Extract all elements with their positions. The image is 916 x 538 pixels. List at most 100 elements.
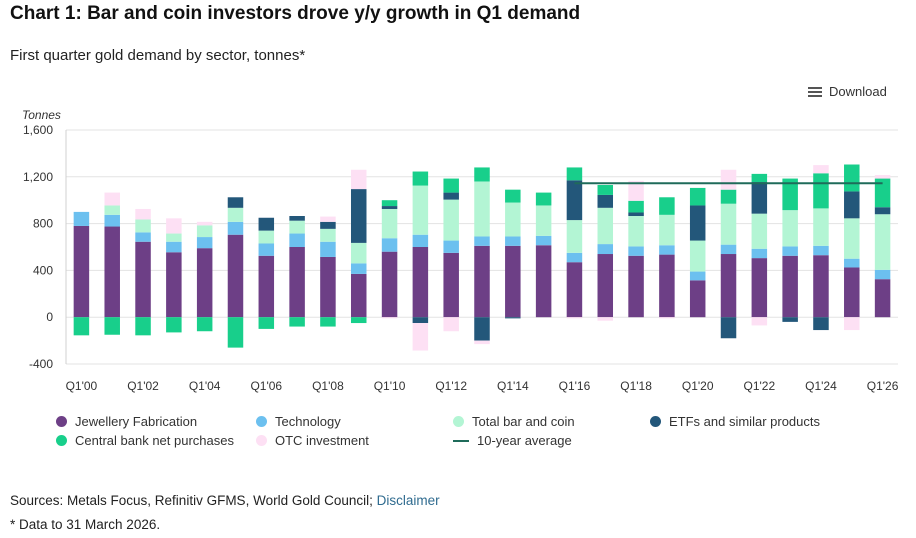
bar-segment-otc xyxy=(196,221,213,226)
legend-item-central_bank[interactable]: Central bank net purchases xyxy=(56,433,234,448)
bar-segment-bar_coin xyxy=(782,210,798,247)
legend-item-bar_coin[interactable]: Total bar and coin xyxy=(453,414,575,429)
bar-segment-bar_coin xyxy=(412,185,429,235)
bar-segment-technology xyxy=(751,248,768,259)
bar-segment-central_bank xyxy=(844,164,860,192)
bar-segment-bar_coin xyxy=(659,214,675,246)
bar-segment-technology xyxy=(73,211,90,226)
bar-segment-central_bank xyxy=(350,317,367,324)
y-tick-label: 400 xyxy=(33,263,53,277)
x-tick-label: Q1'06 xyxy=(250,379,282,393)
legend-item-etf[interactable]: ETFs and similar products xyxy=(650,414,820,429)
bar-segment-jewellery xyxy=(443,252,459,318)
bar-segment-central_bank xyxy=(813,173,829,209)
bar-segment-central_bank xyxy=(135,317,151,336)
bar-segment-jewellery xyxy=(474,245,490,318)
legend-swatch xyxy=(56,435,67,446)
bar-segment-otc xyxy=(474,340,490,345)
bar-segment-bar_coin xyxy=(874,214,891,270)
bar-segment-central_bank xyxy=(258,317,275,329)
bar-segment-technology xyxy=(412,234,429,247)
bar-segment-bar_coin xyxy=(196,225,213,238)
bar-segment-etf xyxy=(320,221,336,229)
bar-segment-etf xyxy=(874,207,891,215)
bar-segment-etf xyxy=(689,205,706,241)
bar-segment-technology xyxy=(196,237,213,249)
bar-segment-etf xyxy=(597,194,614,208)
bar-segment-central_bank xyxy=(73,317,90,336)
bar-segment-central_bank xyxy=(227,317,244,348)
bar-segment-jewellery xyxy=(844,267,860,318)
x-tick-label: Q1'10 xyxy=(374,379,406,393)
bar-segment-otc xyxy=(659,317,675,319)
bar-segment-central_bank xyxy=(720,189,737,204)
sources-line: Sources: Metals Focus, Refinitiv GFMS, W… xyxy=(10,493,440,508)
disclaimer-link[interactable]: Disclaimer xyxy=(376,493,440,508)
legend-item-technology[interactable]: Technology xyxy=(256,414,341,429)
bar-segment-otc xyxy=(166,218,182,234)
bar-segment-otc xyxy=(412,323,429,351)
bar-segment-technology xyxy=(227,221,244,235)
bar-segment-central_bank xyxy=(412,171,429,186)
bar-segment-technology xyxy=(135,232,151,242)
bar-segment-bar_coin xyxy=(350,242,367,264)
bar-segment-bar_coin xyxy=(289,220,305,234)
bar-segment-central_bank xyxy=(505,189,521,203)
bar-segment-etf xyxy=(782,317,798,322)
x-tick-label: Q1'08 xyxy=(312,379,344,393)
legend-item-otc[interactable]: OTC investment xyxy=(256,433,369,448)
bar-segment-technology xyxy=(350,263,367,274)
bar-segment-bar_coin xyxy=(689,240,706,272)
bar-segment-jewellery xyxy=(289,247,305,318)
legend-label: Technology xyxy=(275,414,341,429)
chart-subtitle: First quarter gold demand by sector, ton… xyxy=(10,47,306,64)
x-tick-label: Q1'00 xyxy=(66,379,98,393)
legend-item-avg_line[interactable]: 10-year average xyxy=(453,433,572,448)
bar-segment-bar_coin xyxy=(474,181,490,237)
bar-segment-central_bank xyxy=(628,200,644,213)
chart-bars xyxy=(73,164,891,351)
bar-segment-otc xyxy=(104,192,120,206)
bar-segment-central_bank xyxy=(320,317,336,327)
bar-segment-etf xyxy=(720,317,737,339)
y-tick-label: -400 xyxy=(29,357,53,371)
bar-segment-etf xyxy=(289,216,305,221)
bar-segment-otc xyxy=(628,180,644,201)
bar-segment-bar_coin xyxy=(320,228,336,242)
y-tick-label: 800 xyxy=(33,217,53,231)
bar-segment-bar_coin xyxy=(566,220,583,253)
legend-swatch xyxy=(453,416,464,427)
bar-segment-technology xyxy=(844,258,860,268)
legend-label: Jewellery Fabrication xyxy=(75,414,198,429)
bar-segment-central_bank xyxy=(597,184,614,195)
x-tick-label: Q1'04 xyxy=(189,379,221,393)
bar-segment-etf xyxy=(381,206,398,209)
bar-segment-bar_coin xyxy=(535,205,552,236)
bar-segment-otc xyxy=(813,165,829,174)
bar-segment-technology xyxy=(782,246,798,256)
bar-segment-jewellery xyxy=(505,245,521,318)
bar-segment-central_bank xyxy=(381,200,398,207)
bar-segment-jewellery xyxy=(566,262,583,318)
legend-item-jewellery[interactable]: Jewellery Fabrication xyxy=(56,414,197,429)
bar-segment-jewellery xyxy=(196,248,213,318)
bar-segment-jewellery xyxy=(166,252,182,318)
bar-segment-bar_coin xyxy=(166,233,182,242)
bar-segment-technology xyxy=(320,241,336,257)
bar-segment-bar_coin xyxy=(505,202,521,237)
bar-segment-central_bank xyxy=(289,317,305,327)
bar-segment-etf xyxy=(474,317,490,341)
legend-label: Central bank net purchases xyxy=(75,433,234,448)
bar-segment-central_bank xyxy=(443,178,459,193)
bar-segment-jewellery xyxy=(813,255,829,318)
x-tick-label: Q1'14 xyxy=(497,379,529,393)
x-tick-label: Q1'18 xyxy=(620,379,652,393)
bar-segment-technology xyxy=(566,252,583,263)
bar-segment-bar_coin xyxy=(813,208,829,246)
bar-segment-jewellery xyxy=(720,254,737,318)
bar-segment-bar_coin xyxy=(258,230,275,244)
bar-segment-jewellery xyxy=(104,226,120,318)
x-tick-label: Q1'24 xyxy=(805,379,837,393)
download-button[interactable]: Download xyxy=(808,84,887,99)
bar-segment-technology xyxy=(659,245,675,255)
